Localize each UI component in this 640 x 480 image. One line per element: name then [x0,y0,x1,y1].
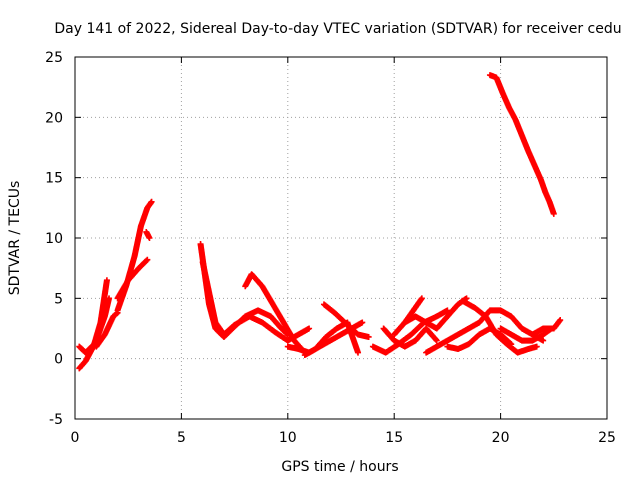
series-track-20 [497,325,555,344]
data-point [433,337,440,344]
x-axis-label: GPS time / hours [281,459,398,475]
data-point [533,343,540,350]
series-track-21 [529,317,564,338]
grid-lines [75,57,607,419]
x-tick-label: 0 [71,430,80,446]
x-tick-label: 15 [385,430,403,446]
y-tick-label: 25 [45,50,63,66]
y-tick-label: -5 [49,412,63,428]
y-tick-label: 0 [54,352,63,368]
data-series [76,72,564,372]
series-track-10 [284,319,366,356]
series-track-9 [242,271,308,356]
data-point [444,307,451,314]
data-point [144,256,151,263]
y-axis-label: SDTVAR / TECUs [7,181,23,296]
series-track-3 [93,309,121,350]
series-track-8 [199,259,313,344]
axis-ticks: 0 5 10 15 20 25 -5 0 5 10 15 20 25 [45,50,616,446]
track-marker [143,257,150,264]
series-track-2 [76,277,110,356]
y-tick-label: 5 [54,291,63,307]
series-track-6 [143,228,153,241]
data-point [359,319,366,326]
series-track-5 [114,256,151,302]
data-point [557,317,564,324]
data-point [418,295,425,302]
y-tick-label: 10 [45,231,63,247]
x-tick-label: 10 [279,430,297,446]
series-track-19 [459,297,540,356]
chart-title: Day 141 of 2022, Sidereal Day-to-day VTE… [54,21,621,37]
data-point [148,198,155,205]
data-point [365,333,372,340]
series-track-22 [486,72,557,217]
series-track-12 [320,301,372,340]
series-track-16 [401,295,425,326]
y-tick-label: 15 [45,171,63,187]
x-tick-label: 5 [177,430,186,446]
data-point [540,337,547,344]
data-point [355,349,362,356]
x-tick-label: 25 [598,430,616,446]
data-point [550,210,557,217]
series-track-14 [380,325,440,350]
data-point [146,235,153,241]
data-point [103,277,110,284]
y-tick-label: 20 [45,110,63,126]
x-tick-label: 20 [492,430,510,446]
data-point [306,325,313,332]
